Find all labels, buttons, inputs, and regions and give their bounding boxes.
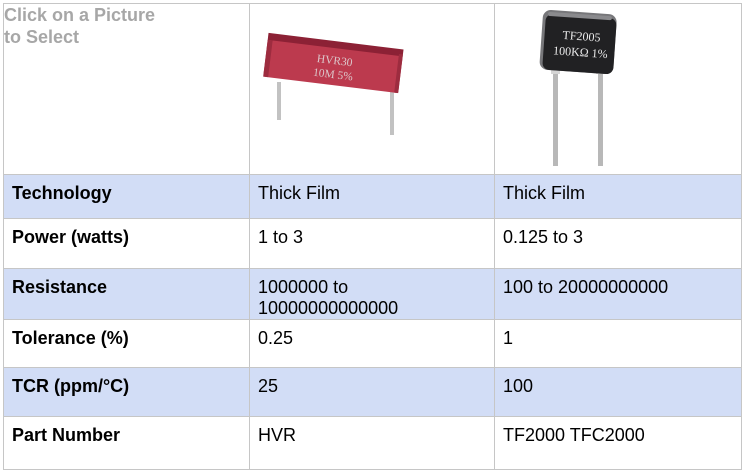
hvr-body: HVR30 10M 5% (263, 32, 404, 94)
row-label-resistance: Resistance (3, 268, 250, 320)
part-number-value-hvr: HVR (249, 416, 495, 470)
tf2000-resistor-image: TF2005 100KΩ 1% (539, 10, 617, 166)
row-label-part-number: Part Number (3, 416, 250, 470)
hvr-left-lead (277, 82, 281, 120)
technology-value-hvr: Thick Film (249, 174, 495, 219)
hvr-label-line2: 10M 5% (312, 67, 354, 84)
row-label-power: Power (watts) (3, 218, 250, 269)
tcr-value-hvr: 25 (249, 367, 495, 417)
table-row-tolerance: Tolerance (%) 0.25 1 (3, 319, 742, 368)
table-row-tcr: TCR (ppm/°C) 25 100 (3, 367, 742, 417)
tf-label-line1: TF2005 (562, 28, 601, 45)
power-value-hvr: 1 to 3 (249, 218, 495, 269)
tolerance-value-hvr: 0.25 (249, 319, 495, 368)
tf-label-line2: 100KΩ 1% (553, 43, 608, 61)
product-image-cell-hvr[interactable]: HVR30 10M 5% (249, 3, 495, 175)
picture-prompt-cell: Click on a Picture to Select (3, 3, 250, 175)
tf-body: TF2005 100KΩ 1% (539, 10, 617, 75)
prompt-line-2: to Select (4, 27, 80, 47)
resistance-value-tf2000: 100 to 20000000000 (494, 268, 742, 320)
tolerance-value-tf2000: 1 (494, 319, 742, 368)
hvr-resistor-image: HVR30 10M 5% (263, 32, 404, 135)
part-number-value-tf2000: TF2000 TFC2000 (494, 416, 742, 470)
table-row-technology: Technology Thick Film Thick Film (3, 174, 742, 219)
row-label-tolerance: Tolerance (%) (3, 319, 250, 368)
technology-value-tf2000: Thick Film (494, 174, 742, 219)
tcr-value-tf2000: 100 (494, 367, 742, 417)
hvr-right-lead (390, 90, 394, 135)
row-label-tcr: TCR (ppm/°C) (3, 367, 250, 417)
hvr-label-line1: HVR30 (316, 53, 353, 69)
table-row-part-number: Part Number HVR TF2000 TFC2000 (3, 416, 742, 470)
power-value-tf2000: 0.125 to 3 (494, 218, 742, 269)
tf-left-lead (553, 66, 558, 166)
table-row-power: Power (watts) 1 to 3 0.125 to 3 (3, 218, 742, 269)
table-row-resistance: Resistance 1000000 to 10000000000000 100… (3, 268, 742, 320)
picture-row: Click on a Picture to Select HVR30 10M 5… (3, 3, 742, 175)
product-image-cell-tf2000[interactable]: TF2005 100KΩ 1% (494, 3, 742, 175)
row-label-technology: Technology (3, 174, 250, 219)
comparison-table: Click on a Picture to Select HVR30 10M 5… (3, 3, 742, 470)
prompt-line-1: Click on a Picture (4, 5, 156, 25)
tf-right-lead (598, 66, 603, 166)
resistance-value-hvr: 1000000 to 10000000000000 (249, 268, 495, 320)
